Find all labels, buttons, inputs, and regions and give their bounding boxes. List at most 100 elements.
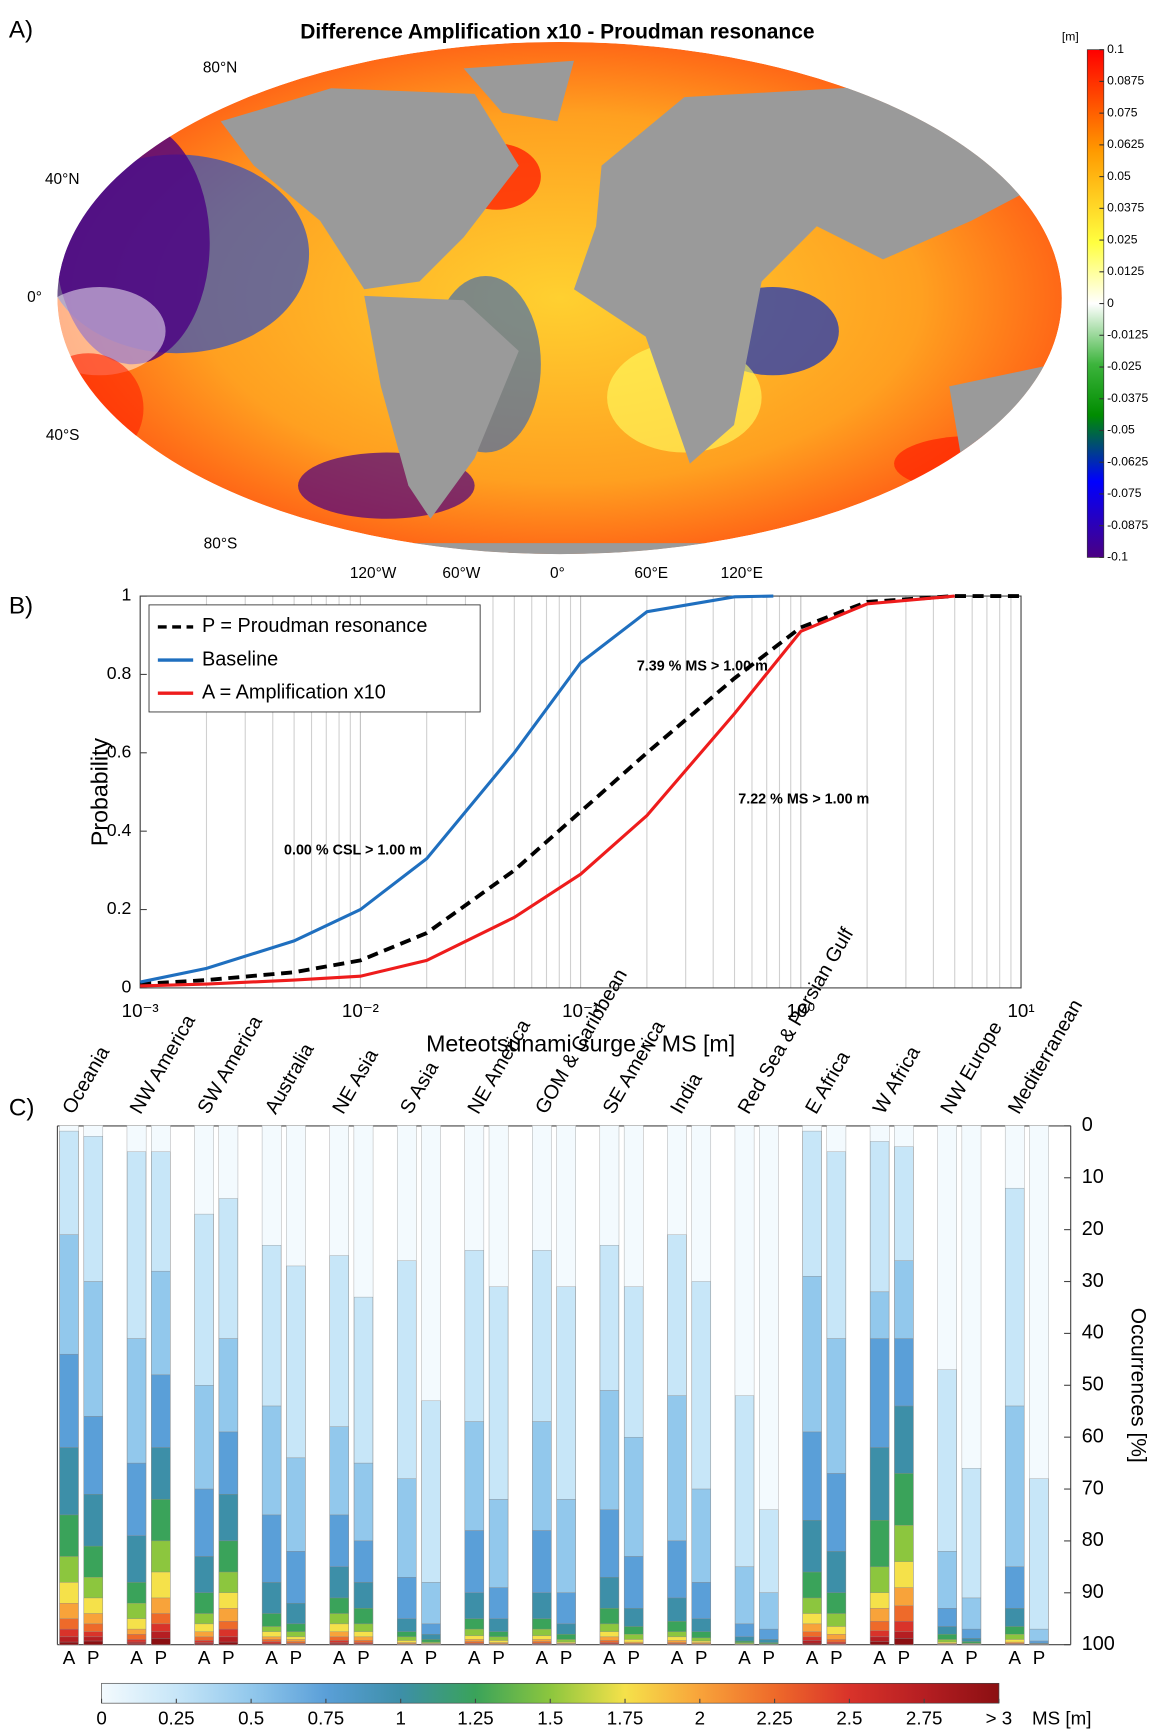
bar-segment — [151, 1151, 171, 1272]
lat-label: 40°N — [45, 171, 80, 188]
bar-segment — [1005, 1608, 1025, 1627]
bar-segment — [59, 1353, 79, 1448]
colorbar-tick-label: -0.0125 — [1107, 327, 1148, 341]
lon-label: 60°E — [634, 565, 668, 582]
bar-segment — [937, 1551, 957, 1609]
panel-label: B) — [9, 593, 33, 620]
bar-segment — [59, 1582, 79, 1604]
colorbar-tick-label: 0.025 — [1107, 232, 1138, 246]
y-tick-label: 1 — [122, 585, 132, 605]
colorbar-tick-label: 1 — [395, 1708, 405, 1729]
bar-segment — [759, 1509, 779, 1593]
bar-segment — [126, 1643, 147, 1645]
bar-segment — [151, 1571, 171, 1599]
bar-label: P — [627, 1647, 640, 1668]
bar-segment — [894, 1260, 914, 1339]
bar-segment — [59, 1618, 79, 1630]
annotation: 7.39 % MS > 1.00 m — [637, 658, 768, 674]
bar-segment — [624, 1436, 644, 1557]
bar-segment — [937, 1125, 957, 1370]
bar-segment — [532, 1250, 552, 1422]
bar-segment — [151, 1597, 171, 1614]
bar-segment — [194, 1623, 214, 1632]
bar-segment — [83, 1577, 103, 1599]
bar-segment — [624, 1556, 644, 1609]
bar-segment — [489, 1587, 509, 1619]
axes-frame — [139, 595, 1022, 989]
bar-segment — [421, 1400, 441, 1583]
x-tick-label: 10⁻² — [342, 1000, 379, 1021]
bar-segment — [262, 1641, 282, 1644]
bar-segment — [759, 1628, 779, 1640]
bar-segment — [286, 1631, 306, 1638]
bar-segment — [286, 1641, 306, 1644]
bar-segment — [126, 1603, 147, 1619]
bar-segment — [218, 1621, 238, 1630]
bar-segment — [1029, 1628, 1049, 1642]
bar-segment — [151, 1540, 171, 1573]
bar-segment — [599, 1631, 619, 1638]
bar-segment — [286, 1265, 306, 1459]
bar-segment — [83, 1494, 103, 1547]
bar-label: A — [536, 1647, 549, 1668]
colorbar-tick-label: > 3 — [986, 1708, 1013, 1729]
bar-segment — [83, 1613, 103, 1625]
bar-segment — [329, 1597, 349, 1614]
bar-segment — [870, 1447, 890, 1521]
bar-segment — [667, 1631, 687, 1638]
line-series — [139, 594, 774, 984]
bar-segment — [126, 1618, 147, 1630]
bar-segment — [826, 1634, 846, 1640]
figure-content: A) Difference Amplification x10 - Proudma… — [9, 16, 1150, 1728]
bar-label: A — [265, 1647, 278, 1668]
bar-segment — [1029, 1125, 1049, 1479]
bar-segment — [961, 1638, 982, 1642]
bar-segment — [262, 1245, 282, 1407]
category-label: E Africa — [801, 1047, 855, 1118]
bar-segment — [667, 1125, 687, 1235]
bar-segment — [126, 1641, 147, 1644]
bar-segment — [464, 1530, 484, 1593]
bar-label: P — [763, 1647, 776, 1668]
bar-segment — [532, 1639, 552, 1642]
bar-segment — [353, 1640, 374, 1643]
colorbar-tick-label: 2 — [695, 1708, 705, 1729]
bar-segment — [218, 1628, 238, 1638]
bar-segment — [151, 1631, 171, 1639]
bar-segment — [262, 1405, 282, 1516]
bar-segment — [397, 1618, 417, 1632]
bar-segment — [59, 1556, 79, 1583]
bar-segment — [83, 1640, 103, 1645]
bar-segment — [870, 1141, 890, 1293]
bar-segment — [802, 1613, 822, 1625]
bar-segment — [802, 1636, 822, 1641]
bar-segment — [556, 1623, 576, 1635]
bar-segment — [262, 1639, 282, 1642]
bar-segment — [286, 1639, 306, 1642]
bar-segment — [802, 1640, 822, 1644]
bar-label: A — [671, 1647, 684, 1668]
bar-segment — [421, 1639, 441, 1643]
bar-segment — [59, 1641, 79, 1645]
bar-segment — [464, 1628, 484, 1637]
colorbar-tick-label: -0.05 — [1107, 423, 1135, 437]
bar-segment — [870, 1621, 890, 1631]
bar-segment — [218, 1641, 238, 1645]
bar-segment — [870, 1125, 890, 1142]
bar-segment — [667, 1234, 687, 1396]
bar-segment — [262, 1582, 282, 1614]
colorbar-tick-label: 0.75 — [308, 1708, 345, 1729]
lat-label: 80°N — [203, 60, 238, 77]
bar-segment — [262, 1636, 282, 1640]
colorbar-tick-label: 0.1 — [1107, 42, 1124, 56]
bar-segment — [667, 1540, 687, 1599]
bar-segment — [397, 1577, 417, 1619]
bar-segment — [1029, 1640, 1049, 1644]
bar-segment — [937, 1634, 957, 1640]
bar-segment — [599, 1245, 619, 1391]
bar-segment — [464, 1421, 484, 1531]
bar-label: P — [1033, 1647, 1046, 1668]
map — [57, 41, 1062, 555]
bar-segment — [894, 1146, 914, 1261]
